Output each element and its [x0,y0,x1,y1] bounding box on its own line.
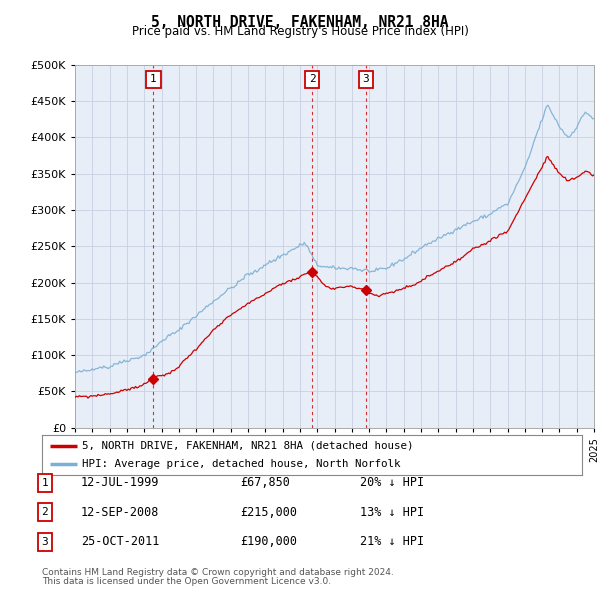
Text: HPI: Average price, detached house, North Norfolk: HPI: Average price, detached house, Nort… [83,459,401,469]
Text: 13% ↓ HPI: 13% ↓ HPI [360,506,424,519]
Text: 5, NORTH DRIVE, FAKENHAM, NR21 8HA: 5, NORTH DRIVE, FAKENHAM, NR21 8HA [151,15,449,30]
Text: 2: 2 [41,507,49,517]
Text: 1: 1 [150,74,157,84]
Text: £190,000: £190,000 [240,535,297,548]
Text: 1: 1 [41,478,49,487]
Text: 21% ↓ HPI: 21% ↓ HPI [360,535,424,548]
Text: This data is licensed under the Open Government Licence v3.0.: This data is licensed under the Open Gov… [42,578,331,586]
Text: 5, NORTH DRIVE, FAKENHAM, NR21 8HA (detached house): 5, NORTH DRIVE, FAKENHAM, NR21 8HA (deta… [83,441,414,451]
Text: £67,850: £67,850 [240,476,290,489]
Text: 3: 3 [362,74,369,84]
Text: 25-OCT-2011: 25-OCT-2011 [81,535,160,548]
Text: Contains HM Land Registry data © Crown copyright and database right 2024.: Contains HM Land Registry data © Crown c… [42,568,394,577]
Text: 12-SEP-2008: 12-SEP-2008 [81,506,160,519]
Text: 12-JUL-1999: 12-JUL-1999 [81,476,160,489]
Text: Price paid vs. HM Land Registry's House Price Index (HPI): Price paid vs. HM Land Registry's House … [131,25,469,38]
Text: 20% ↓ HPI: 20% ↓ HPI [360,476,424,489]
Text: £215,000: £215,000 [240,506,297,519]
Text: 3: 3 [41,537,49,546]
Text: 2: 2 [308,74,316,84]
